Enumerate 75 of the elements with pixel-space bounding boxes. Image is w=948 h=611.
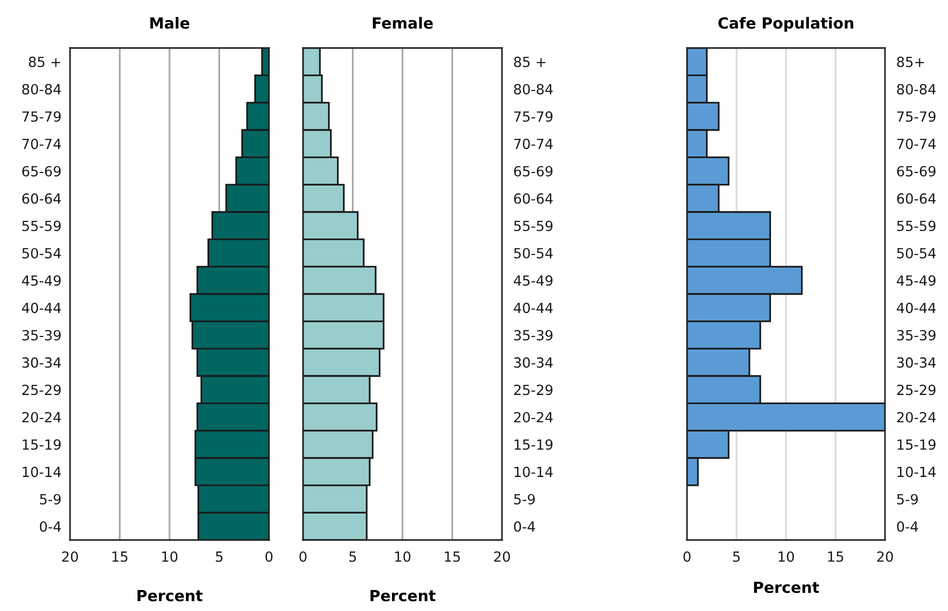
x-tick-label: 10 (162, 551, 178, 562)
x-tick-label: 15 (112, 552, 128, 562)
x-axis-title: Percent (754, 582, 819, 594)
y-tick-label: 80-84 (514, 84, 553, 94)
y-tick-label: 35-39 (514, 330, 552, 340)
y-tick-label: 45-49 (22, 275, 61, 286)
y-tick-label: 60-64 (22, 193, 61, 204)
y-tick-label: 15-19 (514, 439, 552, 450)
y-tick-label: 30-34 (514, 357, 553, 368)
x-tick-label: 0 (683, 551, 690, 562)
chart-title: Male (150, 16, 190, 29)
y-tick-label: 85 + (28, 56, 60, 68)
x-axis-title: Percent (370, 590, 436, 602)
y-tick-label: 30-34 (897, 357, 936, 368)
x-tick-label: 5 (349, 552, 356, 562)
y-tick-label: 5-9 (514, 494, 535, 504)
x-tick-label: 10 (395, 551, 410, 562)
x-tick-label: 20 (62, 551, 78, 562)
y-tick-label: 65-69 (897, 166, 936, 176)
y-tick-label: 0-4 (897, 521, 918, 532)
y-tick-label: 10-14 (22, 466, 61, 478)
y-tick-label: 35-39 (22, 330, 61, 340)
y-tick-label: 70-74 (897, 138, 936, 150)
y-tick-label: 85 + (514, 56, 546, 68)
x-tick-label: 5 (733, 552, 740, 562)
y-tick-label: 30-34 (22, 357, 61, 368)
y-tick-label: 45-49 (896, 275, 936, 286)
y-tick-label: 50-54 (514, 248, 553, 258)
x-tick-label: 5 (216, 552, 222, 562)
y-tick-label: 5-9 (40, 494, 61, 504)
y-tick-label: 0-4 (40, 521, 61, 532)
y-tick-label: 0-4 (514, 521, 536, 532)
y-tick-label: 45-49 (514, 275, 552, 286)
x-tick-label: 0 (299, 551, 306, 562)
y-tick-label: 60-64 (897, 193, 936, 204)
x-tick-label: 0 (265, 551, 272, 562)
y-tick-label: 80-84 (897, 84, 936, 94)
y-tick-label: 80-84 (22, 84, 61, 94)
y-tick-label: 55-59 (22, 220, 61, 232)
y-tick-label: 20-24 (22, 412, 61, 422)
y-tick-label: 65-69 (514, 166, 552, 176)
y-tick-label: 40-44 (514, 302, 553, 314)
y-tick-label: 55-59 (897, 220, 936, 232)
y-tick-label: 55-59 (514, 220, 552, 232)
y-tick-label: 65-69 (22, 166, 61, 176)
y-tick-label: 20-24 (514, 412, 553, 422)
y-tick-label: 50-54 (22, 248, 61, 258)
y-tick-label: 70-74 (22, 138, 61, 150)
y-tick-label: 10-14 (898, 466, 936, 478)
y-tick-label: 25-29 (514, 384, 552, 396)
y-tick-label: 75-79 (22, 111, 61, 122)
x-tick-label: 15 (828, 552, 844, 562)
chart-title: Cafe Population (718, 16, 854, 32)
y-tick-label: 35-39 (897, 330, 936, 340)
y-tick-label: 70-74 (514, 138, 553, 150)
y-tick-label: 85+ (897, 56, 924, 68)
y-tick-label: 40-44 (22, 302, 61, 314)
y-tick-label: 40-44 (896, 302, 936, 314)
y-tick-label: 60-64 (514, 193, 553, 204)
y-tick-label: 15-19 (22, 439, 61, 450)
y-tick-label: 15-19 (898, 439, 936, 450)
y-tick-label: 25-29 (897, 384, 936, 396)
x-tick-label: 20 (877, 551, 893, 562)
y-tick-label: 10-14 (514, 466, 553, 478)
y-tick-label: 75-79 (897, 111, 936, 122)
y-tick-label: 25-29 (22, 384, 61, 396)
y-tick-label: 50-54 (897, 248, 936, 258)
y-tick-label: 20-24 (897, 412, 936, 422)
y-tick-label: 75-79 (514, 111, 552, 122)
x-tick-label: 10 (778, 551, 794, 562)
x-tick-label: 15 (444, 552, 460, 562)
chart-title: Female (372, 16, 433, 29)
x-tick-label: 20 (494, 551, 510, 562)
x-axis-title: Percent (138, 590, 202, 602)
y-tick-label: 5-9 (897, 494, 918, 504)
